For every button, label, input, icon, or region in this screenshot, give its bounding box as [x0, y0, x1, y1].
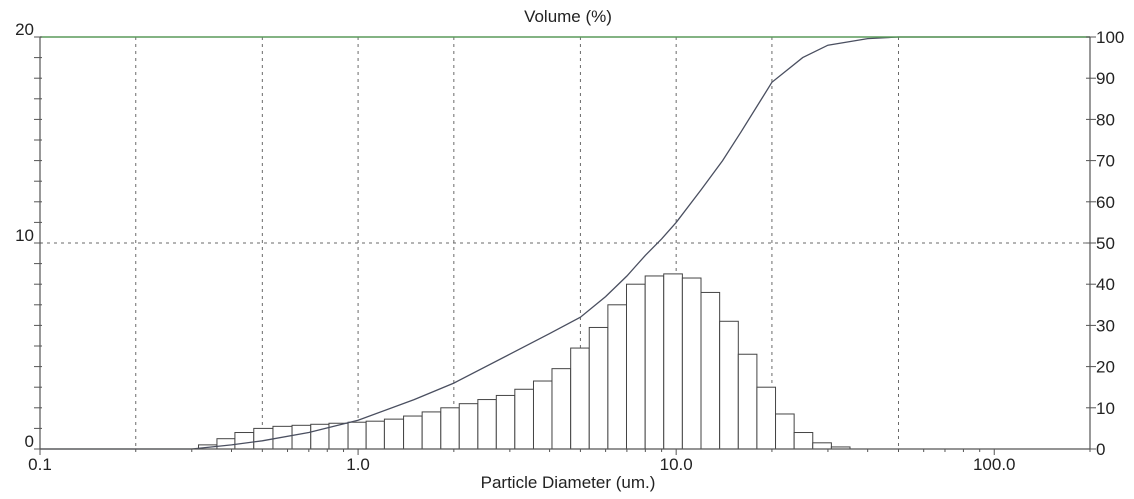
histogram-bar	[495, 394, 516, 450]
histogram-bar	[365, 420, 385, 450]
right-tick-label: 20	[1096, 358, 1115, 377]
right-tick-label: 60	[1096, 193, 1115, 212]
histogram-bar	[793, 432, 814, 450]
histogram-bar	[421, 411, 442, 450]
histogram-bar	[458, 403, 479, 450]
histogram-bar	[756, 386, 777, 450]
axes-layer: 0 10 20 0 10 20 30 40 50 60 70 80 90 100 0.1 1.0 10.0 100…	[15, 20, 1124, 474]
histogram-bar	[440, 407, 460, 450]
chart-title: Volume (%)	[524, 7, 612, 26]
right-tick-label: 30	[1096, 316, 1115, 335]
right-tick-label: 40	[1096, 275, 1115, 294]
histogram-bars	[198, 273, 851, 450]
right-tick-label: 100	[1096, 28, 1124, 47]
right-tick-label: 70	[1096, 152, 1115, 171]
cumulative-curve	[191, 36, 1090, 450]
histogram-bar	[625, 283, 646, 450]
histogram-bar	[775, 413, 795, 450]
histogram-bar	[719, 320, 739, 450]
x-tick-label: 0.1	[28, 455, 52, 474]
left-tick-label: 10	[15, 226, 34, 245]
histogram-bar	[477, 399, 497, 450]
histogram-bar	[234, 432, 255, 450]
x-axis-title: Particle Diameter (um.)	[481, 473, 656, 492]
histogram-bar	[532, 380, 553, 450]
histogram-bar	[681, 277, 702, 450]
x-tick-label: 100.0	[973, 455, 1016, 474]
histogram-bar	[383, 418, 405, 450]
histogram-bar	[347, 421, 367, 450]
left-tick-label: 20	[15, 20, 34, 39]
histogram-bar	[700, 291, 721, 450]
histogram-bar	[216, 438, 236, 450]
histogram-bar	[607, 304, 627, 450]
histogram-bar	[663, 273, 683, 450]
x-tick-label: 1.0	[346, 455, 370, 474]
histogram-bar	[514, 388, 534, 450]
right-tick-label: 0	[1096, 440, 1105, 459]
histogram-bar	[253, 427, 274, 450]
histogram-bar	[644, 275, 665, 450]
histogram-bar	[812, 442, 832, 450]
histogram-bar	[570, 347, 590, 450]
histogram-bar	[551, 368, 572, 450]
histogram-bar	[737, 353, 758, 450]
right-tick-label: 50	[1096, 234, 1115, 253]
histogram-bar	[403, 415, 423, 450]
histogram-bar	[588, 326, 609, 450]
left-tick-label: 0	[25, 432, 34, 451]
right-tick-label: 90	[1096, 69, 1115, 88]
histogram-bar	[291, 424, 312, 450]
right-tick-label: 80	[1096, 110, 1115, 129]
x-tick-label: 10.0	[660, 455, 693, 474]
right-tick-label: 10	[1096, 399, 1115, 418]
